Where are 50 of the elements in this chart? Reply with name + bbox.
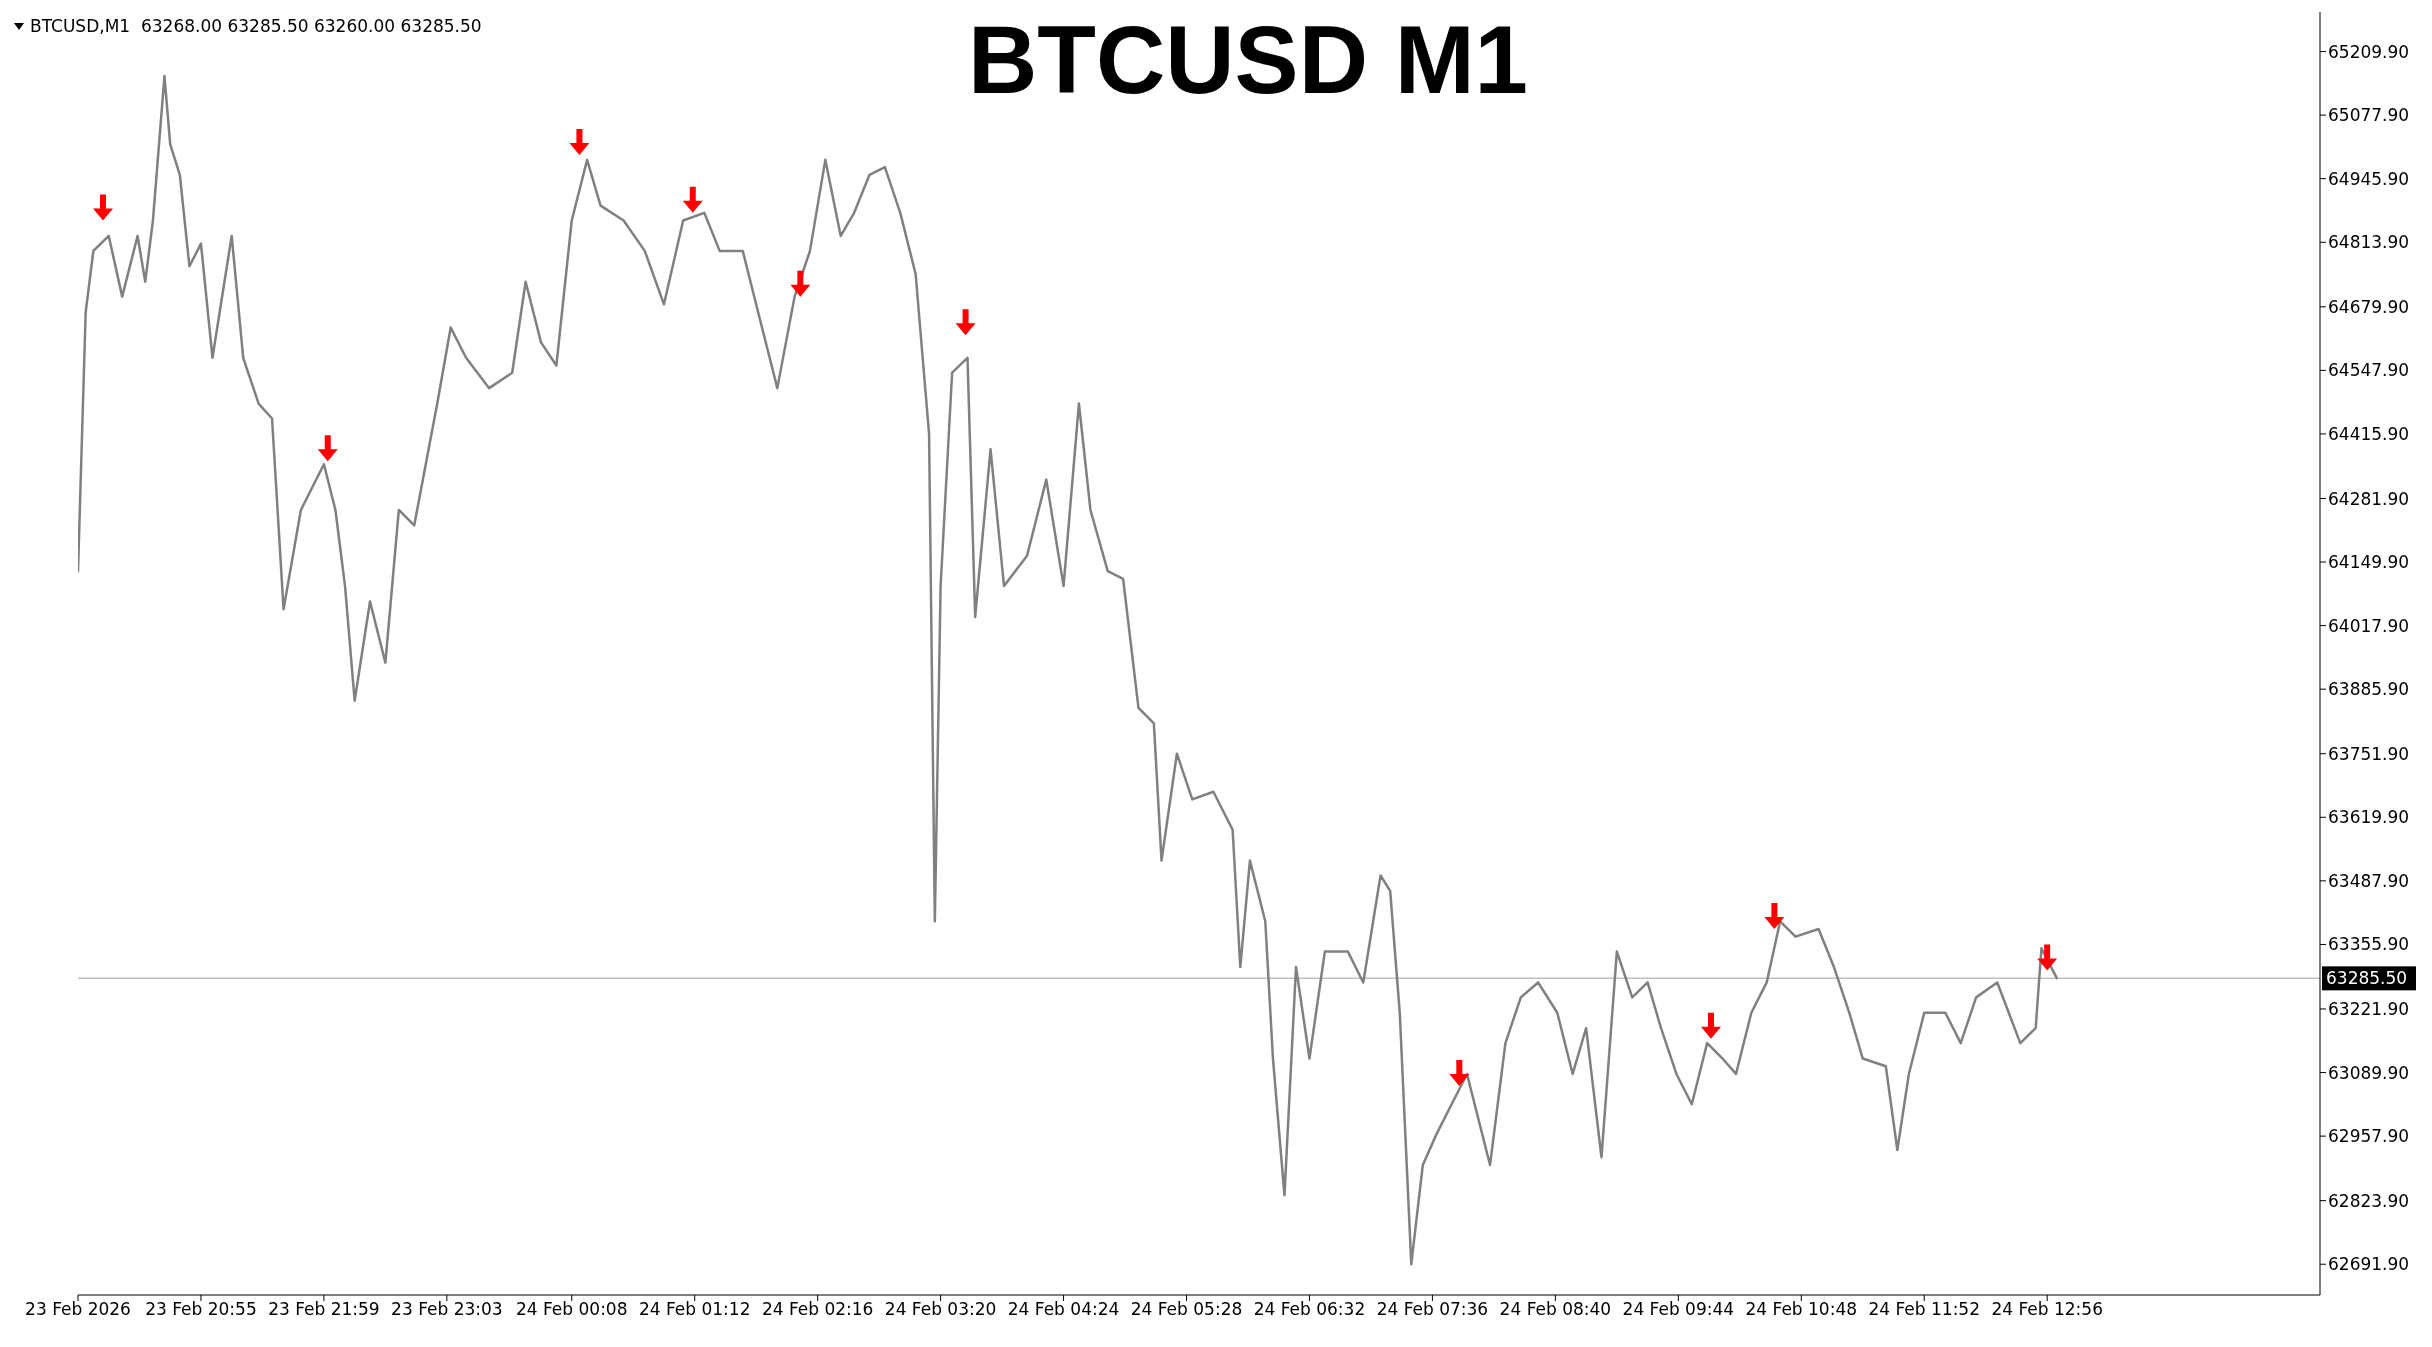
point [569, 129, 590, 156]
y-tick-label: 63355.90 [2328, 934, 2410, 955]
y-tick-label: 65209.90 [2328, 41, 2410, 62]
point [317, 435, 338, 462]
x-tick-label: 24 Feb 11:52 [1868, 1299, 1981, 1320]
x-tick-label: 24 Feb 08:40 [1499, 1299, 1612, 1320]
y-tick-label: 64813.90 [2328, 232, 2410, 253]
point [92, 194, 113, 221]
x-tick-label: 24 Feb 09:44 [1622, 1299, 1735, 1320]
y-tick-label: 64415.90 [2328, 423, 2410, 444]
y-tick-label: 62957.90 [2328, 1126, 2410, 1147]
x-tick-label: 24 Feb 06:32 [1253, 1299, 1366, 1320]
annotation: BTCUSD,M1 63268.00 63285.50 63260.00 63285.50 [30, 16, 482, 36]
point [682, 186, 703, 213]
x-tick-label: 24 Feb 10:48 [1745, 1299, 1858, 1320]
y-tick-label: 63619.90 [2328, 807, 2410, 828]
y-tick-label: 63751.90 [2328, 743, 2410, 764]
point [1764, 902, 1785, 929]
x-tick-label: 24 Feb 00:08 [515, 1299, 628, 1320]
point [1449, 1059, 1470, 1086]
ref-line-label: 63285.50 [2326, 968, 2408, 989]
y-tick-label: 64017.90 [2328, 615, 2410, 636]
point [790, 270, 811, 297]
y-tick-label: 64281.90 [2328, 488, 2410, 509]
y-tick-label: 63487.90 [2328, 870, 2410, 891]
x-tick-label: 24 Feb 07:36 [1376, 1299, 1489, 1320]
x-tick-label: 24 Feb 03:20 [884, 1299, 997, 1320]
x-tick-label: 24 Feb 02:16 [761, 1299, 874, 1320]
y-tick-label: 65077.90 [2328, 105, 2410, 126]
point [2037, 944, 2058, 971]
y-tick-label: 64547.90 [2328, 360, 2410, 381]
x-tick-label: 24 Feb 04:24 [1007, 1299, 1120, 1320]
y-tick-label: 64679.90 [2328, 296, 2410, 317]
x-tick-label: 23 Feb 23:03 [391, 1299, 503, 1320]
y-tick-label: 62823.90 [2328, 1190, 2410, 1211]
y-tick-label: 63221.90 [2328, 999, 2410, 1020]
x-tick-label: 24 Feb 12:56 [1991, 1299, 2103, 1320]
point [955, 309, 976, 336]
y-tick-label: 62691.90 [2328, 1254, 2410, 1275]
x-tick-label: 23 Feb 2026 [25, 1299, 131, 1320]
x-tick-label: 24 Feb 01:12 [638, 1299, 751, 1320]
y-tick-label: 64149.90 [2328, 552, 2410, 573]
chart-title: BTCUSD M1 [967, 6, 1529, 113]
x-tick-label: 23 Feb 21:59 [268, 1299, 380, 1320]
y-tick-label: 63089.90 [2328, 1062, 2410, 1083]
y-tick-label: 64945.90 [2328, 168, 2410, 189]
x-tick-label: 24 Feb 05:28 [1130, 1299, 1243, 1320]
x-tick-label: 23 Feb 20:55 [145, 1299, 257, 1320]
y-tick-label: 63885.90 [2328, 679, 2410, 700]
point [1700, 1012, 1721, 1039]
